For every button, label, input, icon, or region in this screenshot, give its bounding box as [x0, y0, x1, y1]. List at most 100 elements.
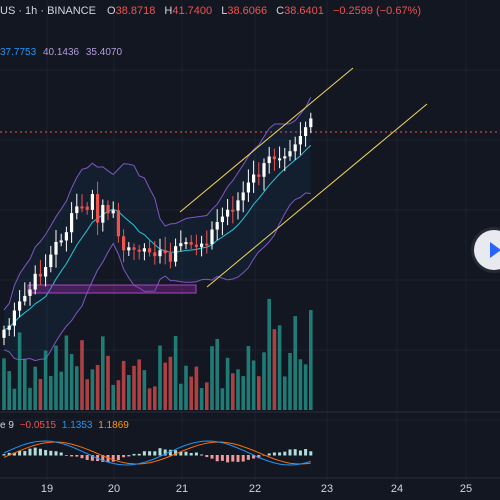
volume-bar — [43, 350, 48, 410]
bb-lower-value: 35.4070 — [85, 47, 123, 58]
candle-body — [18, 301, 22, 311]
macd-histogram-bar — [283, 451, 287, 456]
volume-bar — [225, 357, 230, 410]
candle-body — [179, 243, 183, 247]
macd-histogram-bar — [59, 452, 63, 456]
volume-bar — [49, 376, 53, 410]
macd-legend[interactable]: e 9 −0.0515 1.1353 1.1869 — [0, 420, 132, 431]
macd-histogram-bar — [116, 455, 120, 461]
volume-bar — [153, 386, 157, 410]
candle-body — [132, 247, 136, 250]
macd-histogram-bar — [246, 455, 250, 460]
candle-body — [85, 206, 89, 210]
macd-line-value: 1.1353 — [61, 420, 93, 431]
volume-bar — [95, 364, 100, 410]
macd-hist-value: −0.0515 — [19, 420, 57, 431]
candle-body — [137, 249, 141, 252]
volume-bar — [205, 382, 209, 410]
candle-body — [33, 273, 37, 290]
macd-histogram-bar — [75, 455, 79, 457]
time-axis[interactable]: 19 20 21 22 23 24 25 — [0, 480, 500, 500]
macd-histogram-bar — [7, 452, 11, 456]
macd-histogram-bar — [142, 451, 146, 456]
open-label: O — [107, 5, 116, 17]
candle-body — [64, 232, 68, 241]
volume-bar — [272, 329, 277, 410]
macd-histogram-bar — [309, 451, 313, 456]
channel-lower-line — [206, 103, 428, 288]
candle-body — [184, 242, 188, 245]
macd-histogram-bar — [153, 451, 157, 456]
x-tick: 23 — [320, 483, 334, 495]
candle-body — [44, 267, 48, 277]
macd-histogram-bar — [278, 452, 282, 456]
candle-body — [215, 222, 219, 230]
candle-body — [122, 236, 126, 251]
candle-body — [236, 200, 240, 211]
bollinger-fill — [4, 97, 311, 361]
candle-body — [200, 243, 204, 247]
macd-histogram-bar — [298, 450, 302, 456]
play-icon — [490, 242, 500, 258]
volume-bar — [12, 388, 17, 410]
range-box — [27, 284, 197, 294]
candle-body — [168, 253, 172, 262]
macd-histogram-bar — [158, 448, 162, 456]
candle-body — [226, 209, 230, 217]
candle-body — [59, 240, 63, 243]
volume-bar — [33, 366, 37, 410]
volume-bar — [121, 360, 126, 410]
volume-bar — [303, 364, 308, 410]
macd-histogram-bar — [18, 450, 22, 456]
candle-body — [28, 289, 32, 296]
candle-body — [267, 156, 271, 164]
volume-bar — [38, 378, 43, 410]
candle-body — [231, 209, 235, 212]
macd-histogram-bar — [168, 449, 172, 456]
close-value: 38.6401 — [284, 5, 324, 17]
change-value: −0.2599 (−0.67%) — [332, 5, 422, 17]
low-value: 38.6066 — [227, 5, 268, 17]
volume-bar — [147, 388, 152, 410]
macd-signal-value: 1.1869 — [98, 420, 129, 431]
volume-bar — [28, 387, 32, 410]
candle-body — [148, 248, 152, 253]
macd-histogram-bar — [106, 455, 110, 463]
volume-bar — [277, 325, 282, 410]
candle-body — [262, 163, 266, 177]
macd-histogram-bar — [132, 453, 136, 456]
volume-bar — [257, 376, 261, 410]
candle-body — [189, 242, 193, 245]
candle-body — [298, 136, 302, 145]
volume-bar — [241, 376, 245, 410]
macd-histogram-bar — [23, 451, 27, 456]
volume-bar — [142, 370, 147, 410]
candle-body — [116, 210, 120, 237]
volume-bar — [116, 380, 121, 410]
scroll-to-realtime-button[interactable] — [474, 230, 500, 270]
candle-body — [194, 244, 198, 247]
symbol-title[interactable]: US · 1h · BINANCE — [0, 5, 96, 17]
candle-body — [241, 192, 245, 201]
volume-bar — [215, 338, 219, 410]
volume-bar — [137, 359, 141, 410]
macd-histogram-bar — [44, 450, 48, 456]
x-tick: 21 — [175, 483, 189, 495]
candle-body — [12, 310, 16, 326]
candle-body — [70, 213, 74, 233]
candle-body — [111, 210, 115, 214]
candle-body — [158, 250, 162, 257]
channel-upper-line — [179, 67, 354, 213]
macd-histogram-bar — [70, 455, 74, 457]
candle-body — [288, 151, 292, 157]
macd-histogram-bar — [241, 455, 245, 462]
x-tick: 20 — [107, 483, 121, 495]
macd-histogram-bar — [85, 455, 89, 460]
candle-body — [283, 156, 287, 159]
volume-bar — [236, 369, 240, 410]
bollinger-legend[interactable]: 37.7753 40.1436 35.4070 — [0, 47, 126, 58]
macd-histogram-bar — [33, 447, 37, 456]
candle-body — [163, 250, 167, 254]
macd-histogram-bar — [179, 451, 183, 456]
